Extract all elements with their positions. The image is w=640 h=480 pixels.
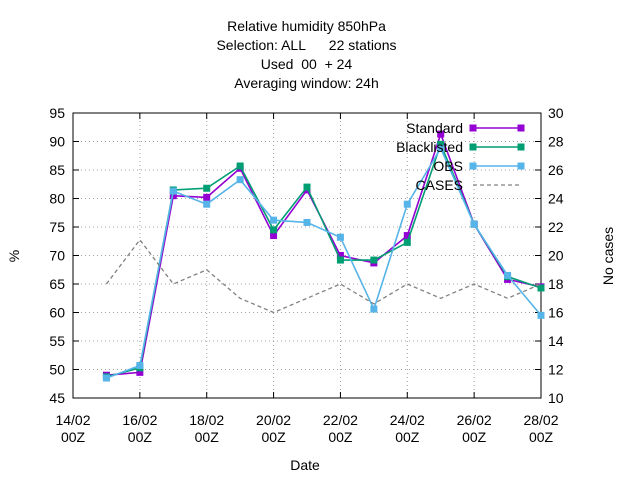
data-point-obs: [537, 311, 545, 319]
data-point-blacklisted: [303, 183, 311, 191]
y-tick-label: 50: [49, 362, 65, 378]
y2-axis-label: No cases: [600, 227, 616, 285]
y-axis-label: %: [6, 250, 22, 262]
legend-marker-standard: [469, 124, 477, 132]
y-tick-label: 85: [49, 162, 65, 178]
series: [102, 130, 545, 382]
x-tick-label: 14/02: [55, 412, 90, 428]
y2-tick-label: 20: [548, 248, 564, 264]
data-point-obs: [403, 200, 411, 208]
legend-label-cases: CASES: [416, 177, 463, 193]
data-point-standard: [169, 192, 177, 200]
y-tick-label: 80: [49, 191, 65, 207]
legend-marker-obs: [469, 162, 477, 170]
plot-border: [72, 112, 542, 399]
x-tick-label: 26/02: [457, 412, 492, 428]
axes: 45 50 55 60 65 70 75 80 85 90 95 10 12 14 16 18 20 22 24 26…: [49, 105, 563, 445]
y-tick-label: 65: [49, 276, 65, 292]
legend-marker-blacklisted: [517, 143, 525, 151]
y2-tick-label: 26: [548, 162, 564, 178]
y-tick-label: 45: [49, 390, 65, 406]
chart-title-line-1: Relative humidity 850hPa: [227, 18, 386, 34]
chart-title-line-2: Selection: ALL 22 stations: [216, 37, 397, 53]
x-axis-label: Date: [290, 457, 320, 473]
data-point-obs: [336, 233, 344, 241]
data-point-blacklisted: [437, 140, 445, 148]
x-tick-label-hour: 00Z: [128, 429, 153, 445]
series-line-blacklisted: [106, 142, 542, 378]
data-point-standard: [336, 252, 344, 259]
x-tick-label-hour: 00Z: [328, 429, 353, 445]
data-point-obs: [303, 218, 311, 226]
data-point-standard: [403, 232, 411, 240]
legend-label-standard: Standard: [406, 120, 463, 136]
series-line-cases: [105, 238, 542, 314]
series-line-obs: [106, 146, 542, 379]
y-tick-label: 70: [49, 248, 65, 264]
x-tick-label-hour: 00Z: [462, 429, 487, 445]
y-tick-label: 95: [49, 105, 65, 121]
legend-marker-blacklisted: [469, 143, 477, 151]
x-tick-label: 20/02: [256, 412, 291, 428]
series-line-standard: [106, 131, 542, 376]
data-point-blacklisted: [403, 238, 411, 246]
legend-label-blacklisted: Blacklisted: [396, 139, 463, 155]
y2-tick-label: 10: [548, 390, 564, 406]
data-point-obs: [470, 220, 478, 228]
x-tick-label: 24/02: [390, 412, 425, 428]
data-point-blacklisted: [537, 284, 545, 292]
data-point-obs: [203, 200, 211, 208]
chart-title-line-3: Used 00 + 24: [260, 56, 353, 72]
legend: Standard Blacklisted OBS CASES: [396, 120, 525, 193]
y2-tick-label: 12: [548, 362, 564, 378]
data-point-blacklisted: [336, 256, 344, 264]
data-point-standard: [270, 232, 278, 240]
x-tick-label: 16/02: [122, 412, 157, 428]
legend-label-obs: OBS: [433, 158, 463, 174]
data-point-obs: [236, 176, 244, 184]
data-point-blacklisted: [370, 256, 378, 264]
x-tick-label-hour: 00Z: [529, 429, 554, 445]
chart-title-line-4: Averaging window: 24h: [234, 75, 379, 91]
x-tick-label: 28/02: [523, 412, 558, 428]
data-point-obs: [102, 374, 110, 382]
x-tick-label-hour: 00Z: [61, 429, 86, 445]
data-point-blacklisted: [270, 226, 278, 234]
data-point-standard: [203, 193, 211, 201]
legend-marker-standard: [517, 124, 525, 132]
data-point-obs: [169, 187, 177, 195]
y-tick-label: 60: [49, 305, 65, 321]
data-point-standard: [437, 130, 445, 138]
y2-tick-label: 16: [548, 305, 564, 321]
y2-tick-label: 24: [548, 191, 564, 207]
x-tick-label: 18/02: [189, 412, 224, 428]
x-tick-label-hour: 00Z: [395, 429, 420, 445]
y2-tick-label: 18: [548, 276, 564, 292]
y-tick-label: 90: [49, 134, 65, 150]
data-point-blacklisted: [236, 162, 244, 170]
data-point-obs: [136, 362, 144, 370]
data-point-obs: [370, 305, 378, 313]
legend-marker-obs: [517, 162, 525, 170]
y2-tick-label: 28: [548, 134, 564, 150]
x-tick-label-hour: 00Z: [262, 429, 287, 445]
data-point-standard: [136, 368, 144, 376]
x-tick-label: 22/02: [323, 412, 358, 428]
data-point-obs: [437, 144, 445, 152]
y2-tick-label: 22: [548, 219, 564, 235]
y-tick-label: 75: [49, 219, 65, 235]
data-point-obs: [270, 216, 278, 224]
y-tick-label: 55: [49, 333, 65, 349]
data-point-obs: [504, 271, 512, 279]
x-tick-label-hour: 00Z: [195, 429, 220, 445]
y2-tick-label: 14: [548, 333, 564, 349]
y2-tick-label: 30: [548, 105, 564, 121]
data-point-blacklisted: [203, 184, 211, 192]
